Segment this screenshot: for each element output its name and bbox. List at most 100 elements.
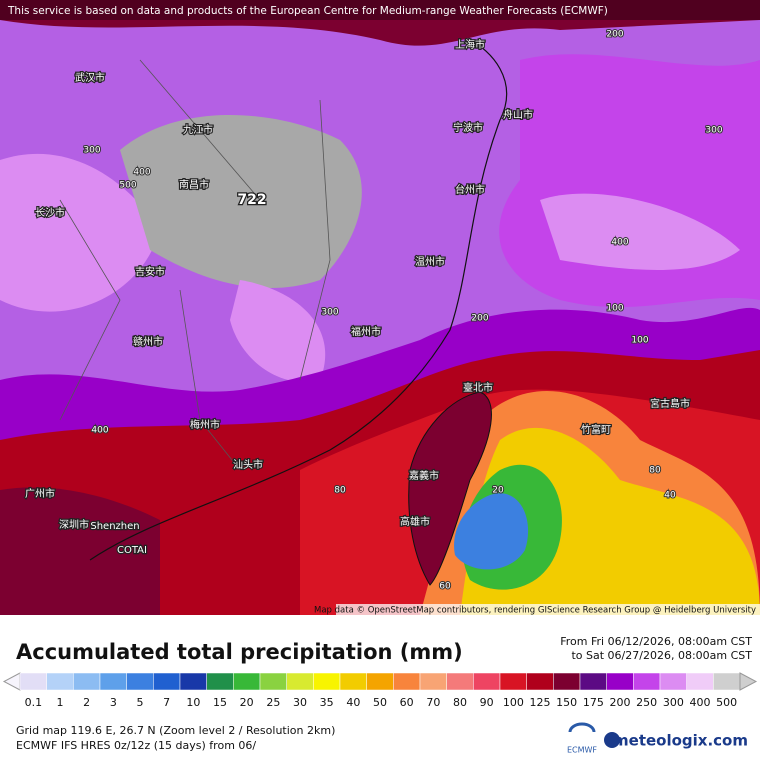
legend-label: 175 <box>583 696 604 709</box>
notice-bar <box>0 0 760 20</box>
legend-swatch <box>686 672 714 691</box>
map-label: COTAI <box>117 545 147 556</box>
contour-value: 100 <box>606 304 623 314</box>
legend-label: 10 <box>186 696 200 709</box>
precip-area <box>454 493 529 570</box>
contour-value: 400 <box>611 238 628 248</box>
legend-label: 5 <box>137 696 144 709</box>
contour-value: 300 <box>321 308 338 318</box>
precip-area <box>0 487 160 615</box>
map-label: 宮古島市 <box>650 397 690 410</box>
map-label: Shenzhen <box>90 521 139 532</box>
map-label: 温州市 <box>415 255 445 268</box>
legend-swatch <box>713 672 741 691</box>
legend-swatch <box>659 672 687 691</box>
contour-value: 100 <box>631 336 648 346</box>
legend-swatch <box>73 672 101 691</box>
precip-area <box>120 115 362 289</box>
legend-label: 60 <box>400 696 414 709</box>
contour-value: 20 <box>492 486 504 496</box>
map-label: 竹富町 <box>581 423 611 436</box>
ecmwf: ECMWF <box>567 746 597 755</box>
map-label: 赣州市 <box>133 335 163 348</box>
precip-area <box>0 0 760 46</box>
legend-swatch <box>606 672 634 691</box>
map-label: 嘉義市 <box>409 469 439 482</box>
map-label: 长沙市 <box>35 206 65 219</box>
legend-label: 2 <box>83 696 90 709</box>
brand: meteologix.com <box>613 732 748 750</box>
map: This service is based on data and produc… <box>0 0 760 616</box>
legend-swatch <box>499 672 527 691</box>
map-label: 舟山市 <box>503 108 533 121</box>
legend-label: 3 <box>110 696 117 709</box>
map-label: 深圳市 <box>59 518 89 531</box>
contour-value: 500 <box>119 181 136 191</box>
date-from: From Fri 06/12/2026, 08:00am CST <box>560 635 752 648</box>
legend-swatch <box>126 672 154 691</box>
legend-swatch <box>19 672 47 691</box>
legend-label: 150 <box>556 696 577 709</box>
legend-swatch <box>46 672 74 691</box>
legend-swatch <box>446 672 474 691</box>
legend-arrow-high <box>739 672 758 691</box>
map-credit: Map data © OpenStreetMap contributors, r… <box>314 606 756 616</box>
legend-swatch <box>286 672 314 691</box>
precip-area <box>499 54 760 308</box>
map-label: 九江市 <box>183 123 213 136</box>
contour-value: 400 <box>133 168 150 178</box>
legend-swatch <box>313 672 341 691</box>
map-label: 广州市 <box>25 487 55 500</box>
legend-swatch <box>419 672 447 691</box>
legend-swatch <box>153 672 181 691</box>
legend-label: 500 <box>716 696 737 709</box>
legend-label: 15 <box>213 696 227 709</box>
contour-value: 80 <box>334 486 346 496</box>
contour-value: 40 <box>664 491 676 501</box>
map-label: 汕头市 <box>233 458 263 471</box>
legend-label: 100 <box>503 696 524 709</box>
map-label: 高雄市 <box>400 515 430 528</box>
legend-label: 25 <box>266 696 280 709</box>
map-label: 宁波市 <box>453 121 483 134</box>
legend-label: 70 <box>426 696 440 709</box>
legend-swatch <box>259 672 287 691</box>
map-label: 南昌市 <box>179 178 209 191</box>
model-info: ECMWF IFS HRES 0z/12z (15 days) from 06/ <box>16 739 256 752</box>
legend-swatch <box>633 672 661 691</box>
precip-area <box>230 280 326 382</box>
border <box>59 59 331 471</box>
legend-label: 0.1 <box>25 696 43 709</box>
legend-label: 50 <box>373 696 387 709</box>
date-to: to Sat 06/27/2026, 08:00am CST <box>571 649 752 662</box>
brand-logo <box>604 732 620 748</box>
legend-label: 35 <box>320 696 334 709</box>
legend-swatch <box>526 672 554 691</box>
legend-swatch <box>579 672 607 691</box>
legend-label: 7 <box>163 696 170 709</box>
island <box>408 391 492 586</box>
legend-swatch <box>473 672 501 691</box>
notice: This service is based on data and produc… <box>7 5 608 17</box>
legend-label: 40 <box>346 696 360 709</box>
map-label: 上海市 <box>455 38 485 51</box>
contour-value: 60 <box>439 582 451 592</box>
coastline <box>89 39 508 561</box>
credit-bar <box>336 604 760 615</box>
legend-label: 1 <box>57 696 64 709</box>
legend-label: 80 <box>453 696 467 709</box>
legend-swatch <box>553 672 581 691</box>
legend-swatch <box>206 672 234 691</box>
legend-label: 400 <box>690 696 711 709</box>
ecmwf-logo <box>568 722 596 733</box>
map-label: 台州市 <box>455 183 485 196</box>
grid-info: Grid map 119.6 E, 26.7 N (Zoom level 2 /… <box>16 724 335 737</box>
legend-swatch <box>339 672 367 691</box>
contour-value: 400 <box>91 426 108 436</box>
map-label: 武汉市 <box>75 71 105 84</box>
map-label: 梅州市 <box>190 418 220 431</box>
legend-swatch <box>393 672 421 691</box>
map-label: 吉安市 <box>135 265 165 278</box>
